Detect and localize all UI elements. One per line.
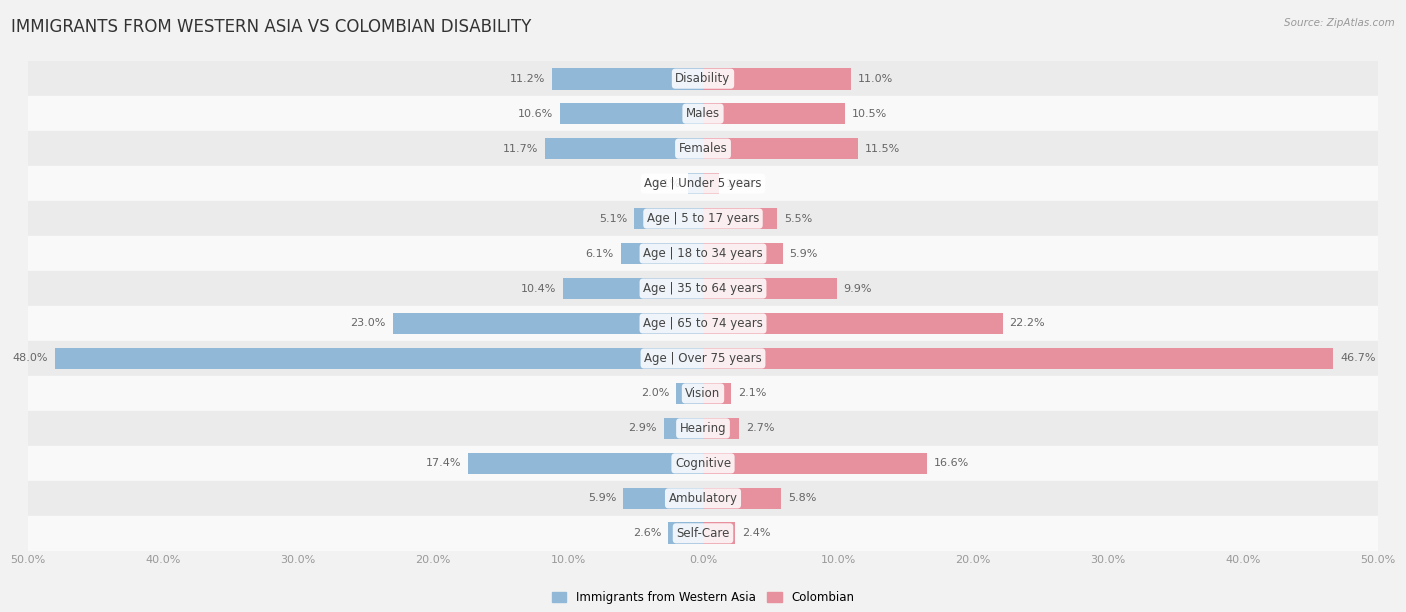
Text: Hearing: Hearing [679,422,727,435]
Text: 11.0%: 11.0% [858,73,893,84]
Bar [634,207,703,230]
Text: 10.4%: 10.4% [520,283,555,294]
Text: Vision: Vision [685,387,721,400]
Text: 2.4%: 2.4% [742,528,770,539]
Bar [28,341,1378,376]
Bar [703,417,740,439]
Bar [392,313,703,334]
Text: 5.1%: 5.1% [599,214,627,223]
Bar [703,382,731,405]
Bar [28,516,1378,551]
Text: 5.5%: 5.5% [785,214,813,223]
Bar [703,207,778,230]
Text: Age | 18 to 34 years: Age | 18 to 34 years [643,247,763,260]
Text: Age | Over 75 years: Age | Over 75 years [644,352,762,365]
Bar [703,173,720,195]
Text: 5.9%: 5.9% [789,248,818,258]
Bar [546,138,703,160]
Text: Source: ZipAtlas.com: Source: ZipAtlas.com [1284,18,1395,28]
Text: Self-Care: Self-Care [676,527,730,540]
Text: 17.4%: 17.4% [426,458,461,468]
Text: 10.5%: 10.5% [852,109,887,119]
Bar [703,488,782,509]
Text: 9.9%: 9.9% [844,283,872,294]
Bar [28,271,1378,306]
Text: 48.0%: 48.0% [13,354,48,364]
Text: 5.9%: 5.9% [588,493,617,503]
Text: 46.7%: 46.7% [1340,354,1375,364]
Bar [562,278,703,299]
Bar [664,417,703,439]
Bar [28,236,1378,271]
Bar [688,173,703,195]
Bar [703,243,783,264]
Text: 1.2%: 1.2% [725,179,755,188]
Text: 11.5%: 11.5% [865,144,900,154]
Bar [28,446,1378,481]
Text: Age | 65 to 74 years: Age | 65 to 74 years [643,317,763,330]
Bar [703,348,1333,369]
Bar [28,376,1378,411]
Bar [703,452,927,474]
Bar [703,138,858,160]
Text: 2.7%: 2.7% [747,424,775,433]
Bar [28,96,1378,131]
Text: 5.8%: 5.8% [787,493,817,503]
Text: IMMIGRANTS FROM WESTERN ASIA VS COLOMBIAN DISABILITY: IMMIGRANTS FROM WESTERN ASIA VS COLOMBIA… [11,18,531,36]
Text: 2.6%: 2.6% [633,528,661,539]
Text: Disability: Disability [675,72,731,85]
Text: 2.0%: 2.0% [641,389,669,398]
Text: Ambulatory: Ambulatory [668,492,738,505]
Bar [28,131,1378,166]
Bar [551,68,703,89]
Text: Cognitive: Cognitive [675,457,731,470]
Bar [703,313,1002,334]
Bar [620,243,703,264]
Bar [668,523,703,544]
Bar [28,481,1378,516]
Bar [28,411,1378,446]
Bar [28,61,1378,96]
Bar [703,103,845,124]
Bar [28,201,1378,236]
Text: Age | 5 to 17 years: Age | 5 to 17 years [647,212,759,225]
Text: 11.2%: 11.2% [510,73,546,84]
Bar [703,68,852,89]
Text: 6.1%: 6.1% [586,248,614,258]
Bar [468,452,703,474]
Bar [28,306,1378,341]
Text: Age | Under 5 years: Age | Under 5 years [644,177,762,190]
Bar [28,166,1378,201]
Bar [55,348,703,369]
Legend: Immigrants from Western Asia, Colombian: Immigrants from Western Asia, Colombian [547,586,859,608]
Bar [703,523,735,544]
Text: 16.6%: 16.6% [934,458,969,468]
Text: Males: Males [686,107,720,120]
Bar [623,488,703,509]
Text: 23.0%: 23.0% [350,318,385,329]
Bar [703,278,837,299]
Text: 11.7%: 11.7% [503,144,538,154]
Text: Age | 35 to 64 years: Age | 35 to 64 years [643,282,763,295]
Text: 22.2%: 22.2% [1010,318,1045,329]
Text: 1.1%: 1.1% [654,179,682,188]
Bar [560,103,703,124]
Text: 2.1%: 2.1% [738,389,766,398]
Text: 2.9%: 2.9% [628,424,657,433]
Bar [676,382,703,405]
Text: Females: Females [679,142,727,155]
Text: 10.6%: 10.6% [517,109,553,119]
